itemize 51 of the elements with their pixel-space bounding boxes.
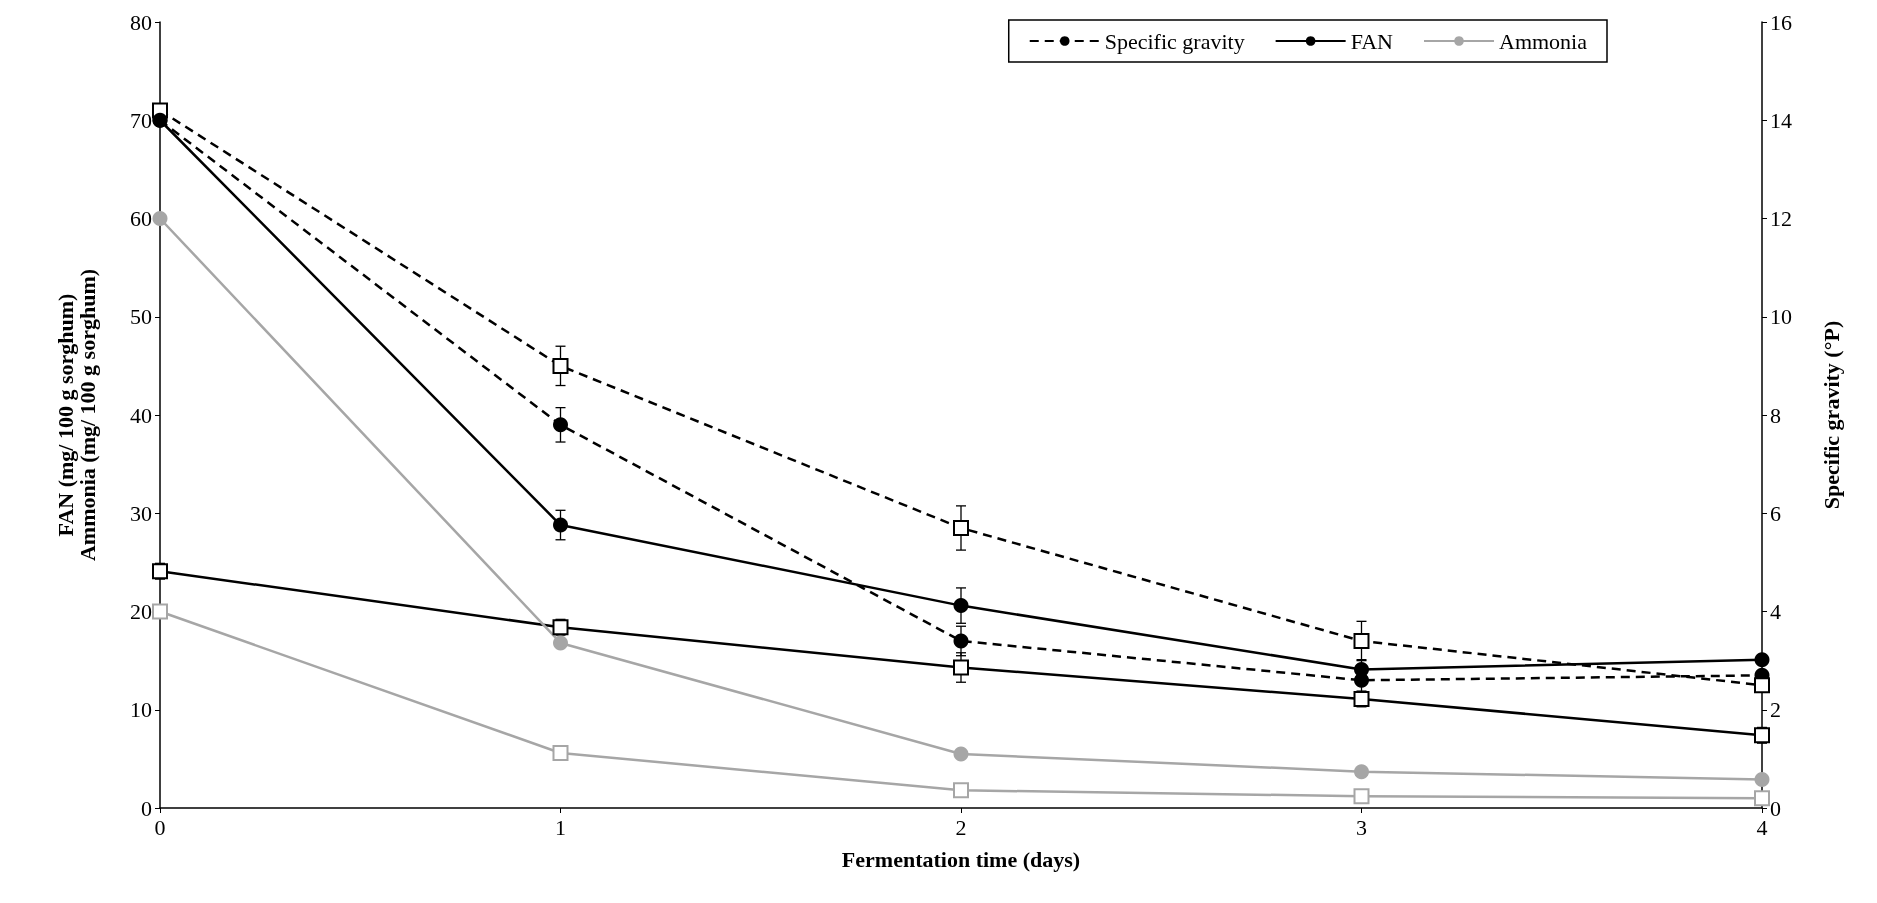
point: [953, 519, 969, 536]
y2-tick-label: 14: [1770, 107, 1792, 133]
point: [953, 746, 969, 762]
y2-tick-label: 2: [1770, 697, 1781, 723]
x-tick-label: 3: [1356, 814, 1367, 840]
point: [953, 659, 969, 676]
point: [953, 633, 969, 649]
y2-tick-label: 10: [1770, 304, 1792, 330]
y2-tick-label: 12: [1770, 206, 1792, 231]
legend-label: Specific gravity: [1104, 28, 1245, 54]
point: [1754, 727, 1770, 744]
x-tick-label: 2: [955, 814, 967, 840]
x-axis-title: Fermentation time (days): [841, 846, 1081, 872]
y2-tick-label: 16: [1770, 9, 1792, 35]
y2-tick-label: 0: [1770, 795, 1781, 821]
y-axis-title: FAN (mg/ 100 g sorghum) Ammonia (mg/ 100 g sorghum): [52, 268, 100, 562]
point: [953, 598, 969, 614]
point: [553, 517, 568, 533]
y2-tick-label: 8: [1770, 402, 1781, 428]
point: [552, 744, 569, 761]
point: [1754, 677, 1770, 694]
point: [553, 417, 568, 433]
point: [1353, 788, 1370, 805]
legend-label: Ammonia: [1499, 28, 1588, 54]
y-tick-label: 80: [130, 9, 152, 35]
y2-axis-title: Specific gravity (°P): [1818, 320, 1844, 510]
point: [1754, 790, 1770, 807]
y-tick-label: 60: [130, 206, 152, 231]
point: [552, 357, 569, 374]
point: [1353, 632, 1370, 649]
point: [152, 112, 168, 128]
y-tick-label: 20: [130, 599, 152, 624]
point: [1354, 764, 1369, 780]
point: [953, 782, 969, 799]
y-tick-label: 30: [130, 500, 152, 526]
point: [1754, 772, 1770, 787]
y-tick-label: 70: [130, 107, 152, 133]
x-tick-label: 1: [555, 814, 566, 840]
point: [1754, 652, 1770, 668]
point: [553, 635, 568, 651]
y-tick-label: 10: [130, 697, 152, 723]
y-tick-label: 0: [141, 795, 152, 821]
legend-label: FAN: [1350, 28, 1394, 54]
point: [152, 211, 168, 226]
point: [152, 563, 168, 580]
point: [152, 603, 168, 620]
y-tick-label: 50: [130, 304, 152, 330]
y-tick-label: 40: [130, 402, 152, 428]
x-tick-label: 4: [1756, 814, 1768, 840]
y2-tick-label: 6: [1770, 500, 1781, 526]
y2-tick-label: 4: [1770, 599, 1781, 624]
